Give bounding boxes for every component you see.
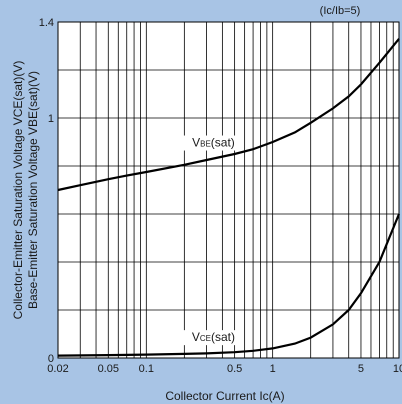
x-tick-label: 0.02 (47, 363, 68, 375)
y-tick-label: 1.4 (39, 17, 54, 29)
annotation-backdrop (183, 135, 244, 151)
x-tick-label: 1 (270, 363, 276, 375)
series-line-vbe-sat (57, 38, 400, 192)
x-tick-label: 0.05 (98, 363, 119, 375)
y-tick-label: 0 (48, 353, 54, 365)
y-axis-label-line-1: Collector-Emitter Saturation Voltage VCE… (11, 61, 25, 320)
grid-lines (58, 22, 399, 358)
annotation-backdrop (183, 330, 244, 346)
series-annotations: VBE(sat) VCE(sat) (183, 135, 244, 346)
series-line-vce-sat (57, 213, 401, 357)
series-label-vce-sat: VCE(sat) (192, 330, 235, 344)
x-axis-label: Collector Current Ic(A) (165, 389, 284, 403)
x-tick-label: 10 (393, 363, 402, 375)
plot-area (58, 22, 399, 358)
series-label-vbe-sat: VBE(sat) (192, 136, 235, 150)
x-tick-label: 5 (358, 363, 364, 375)
y-axis-label-line-2: Base-Emitter Saturation Voltage VBE(sat)… (26, 71, 40, 309)
x-tick-labels: 0.02 0.05 0.1 0.5 1 5 10 (47, 363, 402, 375)
y-tick-label: 1 (48, 113, 54, 125)
x-tick-label: 0.5 (227, 363, 242, 375)
y-tick-labels: 011.4 (39, 17, 54, 365)
plot-frame (57, 21, 400, 359)
series-lines (57, 38, 401, 357)
x-tick-label: 0.1 (139, 363, 154, 375)
condition-label: (Ic/Ib=5) (320, 5, 361, 17)
